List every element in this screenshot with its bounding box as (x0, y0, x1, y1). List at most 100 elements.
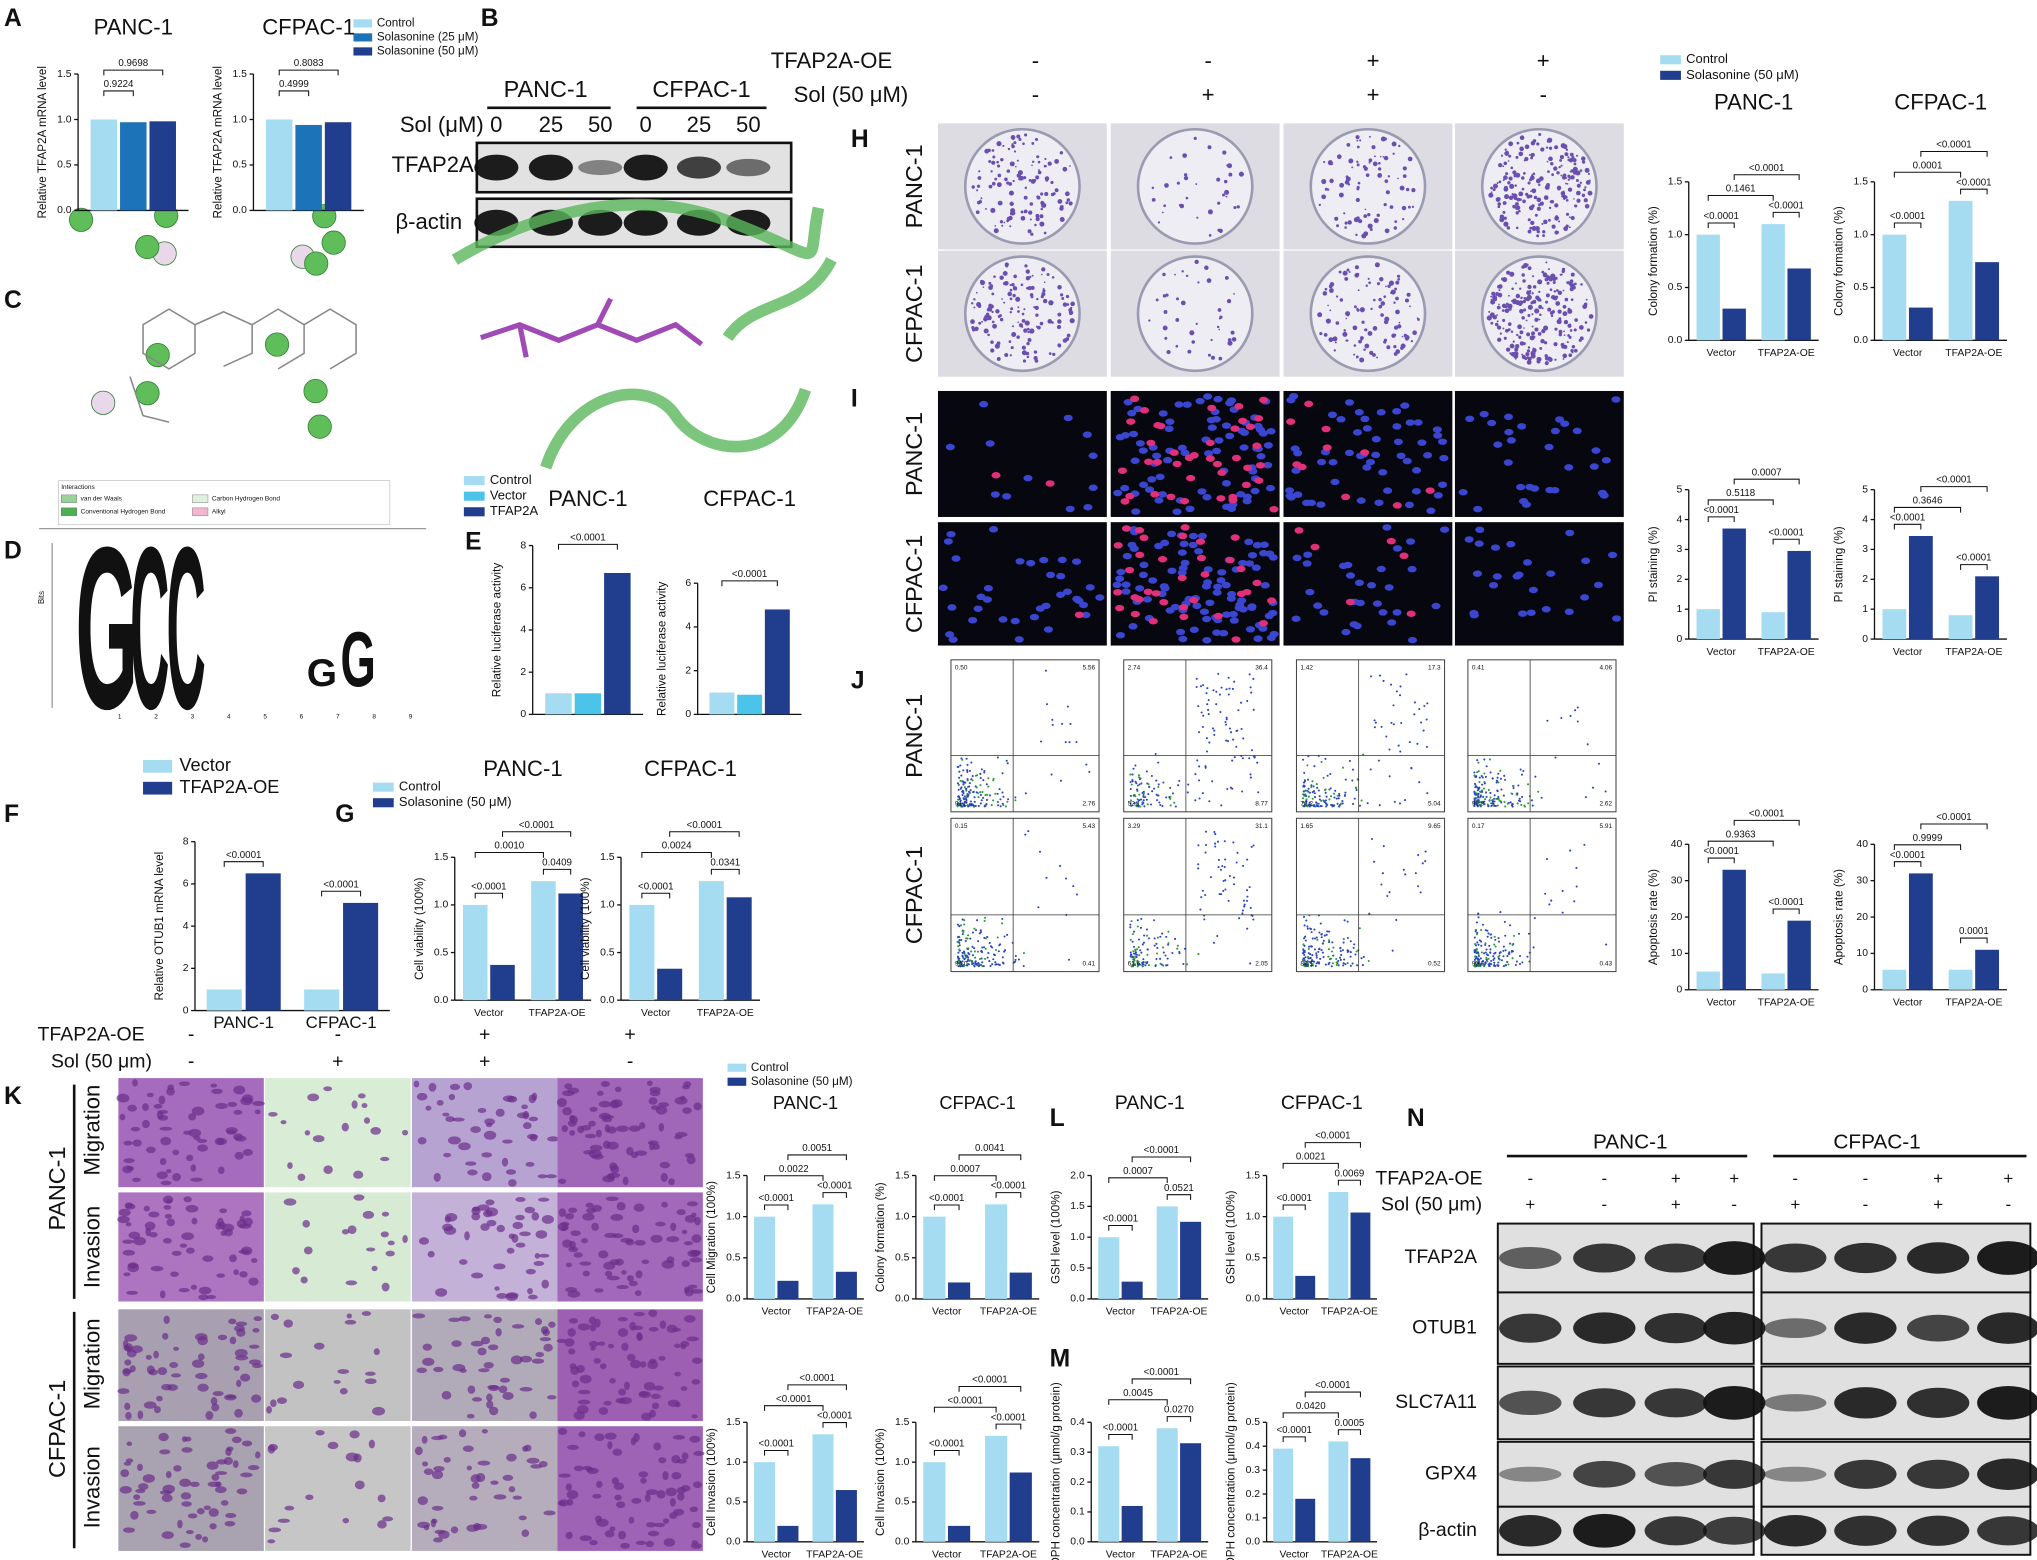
colony (1401, 205, 1407, 211)
event (1320, 949, 1323, 952)
colony (1532, 299, 1537, 304)
event (1426, 792, 1429, 795)
bracket (822, 1192, 847, 1198)
y-tick-label: 1.5 (57, 69, 72, 80)
nucleus (1426, 507, 1436, 515)
colony (1565, 177, 1568, 180)
treatment-sign: - (188, 1051, 194, 1073)
colony (1164, 183, 1169, 188)
event (1001, 772, 1004, 775)
colony (1210, 355, 1215, 360)
assay-label: Migration (79, 1085, 104, 1176)
bar (1948, 615, 1973, 640)
colony (999, 275, 1004, 280)
nucleus (1203, 393, 1213, 400)
colony (1501, 216, 1504, 219)
event (1344, 963, 1347, 966)
colony (980, 197, 983, 200)
event (1129, 802, 1132, 805)
event (1311, 954, 1314, 957)
colony (1587, 329, 1590, 332)
nucleus (1057, 556, 1067, 564)
cell (680, 1344, 687, 1350)
event (1142, 792, 1145, 795)
colony (1571, 345, 1576, 349)
colony (1011, 325, 1014, 328)
bar (324, 122, 352, 211)
pi-nucleus (1151, 590, 1161, 597)
colony (1568, 282, 1573, 286)
colony (1323, 160, 1326, 164)
bracket (1282, 1412, 1339, 1419)
event (1332, 946, 1335, 949)
cell (339, 1388, 348, 1395)
cell (327, 1441, 339, 1450)
pi-nucleus (1113, 542, 1123, 549)
event (1302, 949, 1305, 952)
event (1493, 794, 1496, 797)
cell (691, 1234, 702, 1243)
colony (1027, 330, 1030, 334)
y-tick-label: 2 (1676, 574, 1682, 585)
nucleus (983, 585, 993, 592)
cell (423, 1524, 430, 1531)
event (992, 777, 995, 780)
cell (181, 1232, 195, 1241)
event (1198, 765, 1201, 768)
event (982, 796, 985, 799)
colony (1041, 292, 1046, 297)
event (1156, 952, 1159, 955)
colony (1517, 324, 1522, 330)
cell (691, 1521, 701, 1529)
cell (234, 1151, 244, 1160)
event (1064, 741, 1067, 744)
cell (387, 1240, 395, 1246)
x-tick-label: TFAP2A-OE (980, 1550, 1037, 1560)
event (1328, 941, 1331, 944)
event (1006, 933, 1009, 936)
bracket (1707, 222, 1735, 229)
event (1227, 899, 1230, 902)
cell (659, 1320, 667, 1329)
event (1477, 793, 1480, 796)
event (1569, 714, 1572, 717)
nucleus (1263, 461, 1273, 469)
nucleus (1413, 419, 1423, 426)
treatment-sign: + (1525, 1195, 1535, 1214)
chart-title: CFPAC-1 (1894, 90, 1987, 115)
colony (1575, 154, 1579, 157)
event (980, 949, 983, 952)
cell (276, 1397, 287, 1404)
event (1509, 924, 1512, 927)
panel-label: D (4, 538, 22, 565)
cell (576, 1364, 585, 1373)
colony (1062, 338, 1068, 343)
colony (1037, 170, 1042, 175)
cell (663, 1538, 676, 1547)
event (999, 798, 1002, 801)
cell (425, 1105, 432, 1111)
cell (589, 1144, 603, 1152)
colony (1029, 328, 1035, 334)
pi-nucleus (1267, 597, 1277, 604)
y-tick-label: 30 (1856, 875, 1868, 886)
event (1220, 804, 1223, 807)
residue (135, 234, 160, 260)
colony (1024, 264, 1028, 268)
event (1178, 779, 1181, 782)
cell (496, 1224, 505, 1233)
x-tick-label: Vector (932, 1550, 962, 1560)
event (959, 764, 962, 767)
cell (674, 1401, 681, 1408)
event (985, 803, 988, 806)
cell (163, 1205, 172, 1210)
nucleus (1393, 438, 1403, 446)
cell (638, 1471, 649, 1478)
colony (1568, 216, 1571, 219)
event (1540, 796, 1543, 799)
bracket (1304, 1391, 1361, 1398)
event (1487, 788, 1490, 791)
colony (1409, 305, 1411, 308)
cell (582, 1270, 590, 1277)
colony (1516, 333, 1519, 337)
